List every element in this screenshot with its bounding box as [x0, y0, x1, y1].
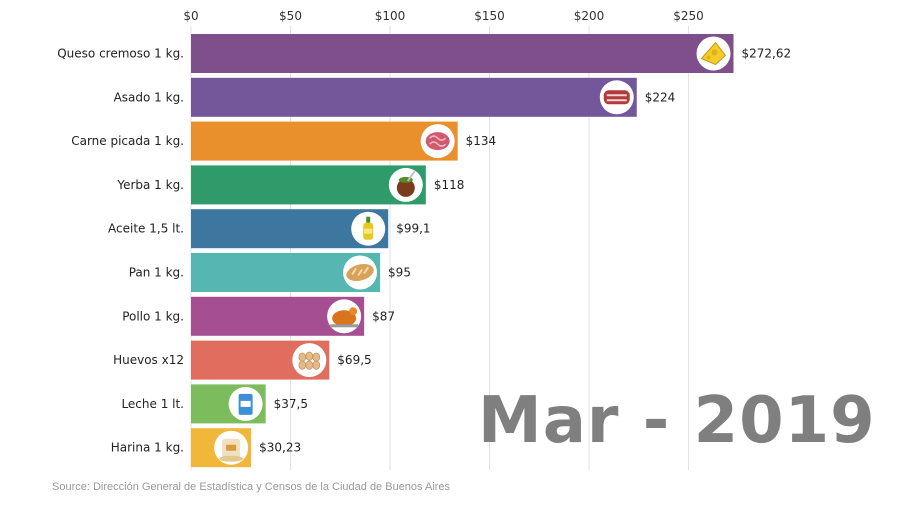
- value-label: $118: [434, 178, 465, 192]
- bar-row: Harina 1 kg. $30,23: [111, 428, 301, 468]
- flour-bag-icon: [214, 430, 249, 465]
- category-label: Yerba 1 kg.: [116, 178, 184, 192]
- ground-meat-icon: [420, 124, 455, 159]
- x-tick-label: $250: [673, 9, 704, 23]
- category-label: Harina 1 kg.: [111, 441, 184, 455]
- asado-meat-icon: [599, 80, 634, 115]
- bar-row: Pan 1 kg. $95: [129, 253, 411, 292]
- value-label: $37,5: [274, 397, 308, 411]
- oil-bottle-icon: [351, 211, 386, 246]
- bar-row: Leche 1 lt. $37,5: [121, 384, 308, 424]
- bar-row: Yerba 1 kg. $118: [116, 165, 465, 205]
- value-label: $95: [388, 266, 411, 280]
- x-tick-label: $50: [279, 9, 302, 23]
- mate-gourd-icon: [388, 167, 423, 202]
- source-note: Source: Dirección General de Estadística…: [52, 481, 451, 493]
- category-label: Queso cremoso 1 kg.: [57, 47, 184, 61]
- value-label: $99,1: [396, 222, 430, 236]
- value-label: $272,62: [742, 47, 792, 61]
- bar-row: Pollo 1 kg. $87: [122, 296, 395, 336]
- date-label: Mar - 2019: [478, 384, 876, 458]
- bread-icon: [343, 255, 378, 290]
- category-label: Leche 1 lt.: [121, 397, 184, 411]
- bar: [191, 77, 637, 117]
- x-tick-label: $200: [574, 9, 605, 23]
- bars: Queso cremoso 1 kg. $272,62 Asado 1 kg. $22…: [57, 34, 791, 468]
- roast-chicken-icon: [327, 299, 362, 334]
- category-label: Pollo 1 kg.: [122, 309, 184, 323]
- value-label: $87: [372, 309, 395, 323]
- value-label: $224: [645, 90, 676, 104]
- bar-row: Asado 1 kg. $224: [114, 77, 676, 117]
- bar: [191, 34, 734, 73]
- category-label: Carne picada 1 kg.: [71, 134, 184, 148]
- category-label: Pan 1 kg.: [129, 266, 184, 280]
- x-tick-label: $0: [183, 9, 198, 23]
- x-axis-ticks: $0 $50 $100 $150 $200 $250: [183, 9, 703, 23]
- bar-row: Aceite 1,5 lt. $99,1: [108, 209, 431, 249]
- bar-row: Huevos x12 $69,5: [113, 340, 372, 380]
- value-label: $69,5: [337, 353, 371, 367]
- bar-row: Carne picada 1 kg. $134: [71, 121, 497, 161]
- category-label: Aceite 1,5 lt.: [108, 222, 184, 236]
- value-label: $30,23: [259, 441, 301, 455]
- cheese-icon: [696, 36, 731, 71]
- bar: [191, 165, 426, 205]
- value-label: $134: [466, 134, 497, 148]
- category-label: Huevos x12: [113, 353, 184, 367]
- bar-row: Queso cremoso 1 kg. $272,62: [57, 34, 791, 73]
- x-tick-label: $150: [474, 9, 505, 23]
- bar: [191, 121, 458, 161]
- milk-carton-icon: [228, 386, 263, 421]
- eggs-icon: [292, 343, 327, 378]
- x-tick-label: $100: [375, 9, 406, 23]
- category-label: Asado 1 kg.: [114, 90, 184, 104]
